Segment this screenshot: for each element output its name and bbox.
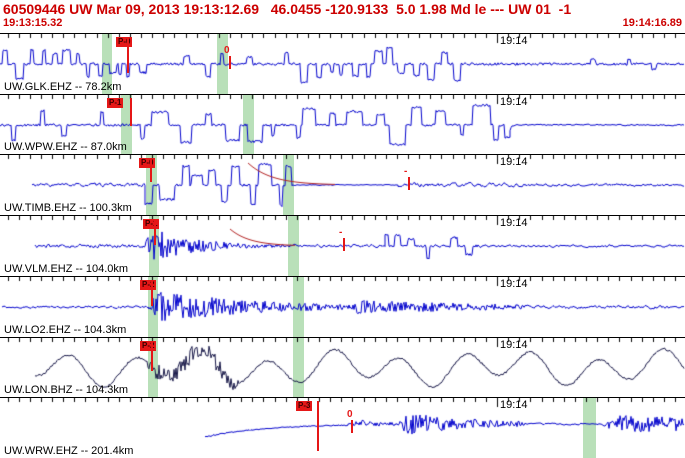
event-summary: 60509446 UW Mar 09, 2013 19:13:12.69 46.…: [3, 1, 572, 17]
minute-label: 19:14: [500, 277, 528, 290]
event-header: 60509446 UW Mar 09, 2013 19:13:12.69 46.…: [0, 0, 685, 33]
trace-label: UW.WRW.EHZ -- 201.4km: [4, 445, 134, 458]
trace-label: UW.TIMB.EHZ -- 100.3km: [4, 202, 132, 215]
minute-label: 19:14: [500, 399, 528, 412]
trace-label: UW.LON.BHZ -- 104.3km: [4, 384, 129, 397]
trace-label: UW.GLK.EHZ -- 78.2km: [4, 80, 122, 93]
trace-label: UW.VLM.EHZ -- 104.0km: [4, 262, 129, 275]
window-start-time: 19:13:15.32: [3, 17, 63, 29]
waveform-canvas[interactable]: [0, 216, 685, 276]
waveform-canvas[interactable]: [0, 34, 685, 94]
trace-label: UW.WPW.EHZ -- 87.0km: [4, 141, 127, 154]
trace-row-6[interactable]: P-3 0 19:14 UW.WRW.EHZ -- 201.4km: [0, 398, 685, 458]
waveform-canvas[interactable]: [0, 276, 685, 337]
time-window: 19:13:15.32 19:14:16.89: [0, 17, 685, 31]
minute-label: 19:14: [500, 156, 528, 169]
minute-label: 19:14: [500, 217, 528, 230]
minute-label: 19:14: [500, 95, 528, 108]
trace-row-2[interactable]: P-0- 19:14 UW.TIMB.EHZ -- 100.3km: [0, 155, 685, 217]
trace-row-0[interactable]: P-0 0 19:14 UW.GLK.EHZ -- 78.2km: [0, 34, 685, 95]
waveform-canvas[interactable]: [0, 337, 685, 398]
trace-area: P-0 0 19:14 UW.GLK.EHZ -- 78.2km P-1 19:1…: [0, 33, 685, 458]
window-end-time: 19:14:16.89: [622, 17, 682, 29]
trace-row-5[interactable]: P-2 19:14 UW.LON.BHZ -- 104.3km: [0, 337, 685, 399]
trace-label: UW.LO2.EHZ -- 104.3km: [4, 323, 127, 336]
trace-row-3[interactable]: P-1- 19:14 UW.VLM.EHZ -- 104.0km: [0, 216, 685, 277]
waveform-canvas[interactable]: [0, 398, 685, 458]
trace-row-1[interactable]: P-1 19:14 UW.WPW.EHZ -- 87.0km: [0, 94, 685, 156]
trace-row-4[interactable]: P-2 19:14 UW.LO2.EHZ -- 104.3km: [0, 276, 685, 338]
minute-label: 19:14: [500, 338, 528, 351]
waveform-canvas[interactable]: [0, 155, 685, 216]
minute-label: 19:14: [500, 35, 528, 47]
